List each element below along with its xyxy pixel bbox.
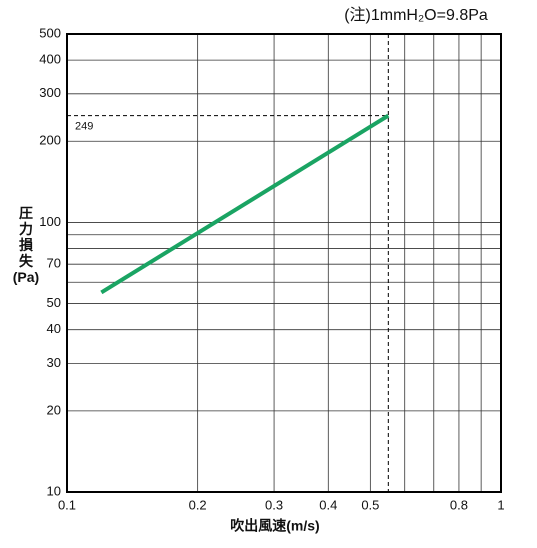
note: (注)1mmH₂O=9.8Pa: [344, 6, 488, 24]
y-tick-label: 70: [47, 256, 61, 271]
y-tick-label: 50: [47, 295, 61, 310]
y-tick-label: 20: [47, 402, 61, 417]
y-tick-label: 100: [39, 214, 61, 229]
y-tick-label: 200: [39, 133, 61, 148]
data-line: [100, 113, 390, 295]
x-tick-label: 1: [497, 497, 504, 512]
y-tick-label: 400: [39, 52, 61, 67]
y-tick-label: 30: [47, 355, 61, 370]
x-tick-label: 0.1: [58, 497, 76, 512]
y-tick-label: 40: [47, 321, 61, 336]
y-axis-label: 圧力損失(Pa): [13, 205, 39, 285]
y-tick-label: 500: [39, 25, 61, 40]
x-tick-label: 0.3: [265, 497, 283, 512]
x-axis-label: 吹出風速(m/s): [230, 518, 319, 534]
y-tick-label: 10: [47, 483, 61, 498]
plot-frame: [66, 33, 502, 493]
x-tick-label: 0.4: [319, 497, 337, 512]
x-tick-label: 0.5: [361, 497, 379, 512]
x-tick-label: 0.2: [189, 497, 207, 512]
x-tick-label: 0.8: [450, 497, 468, 512]
reference-label: 249: [75, 121, 93, 133]
y-tick-label: 300: [39, 85, 61, 100]
